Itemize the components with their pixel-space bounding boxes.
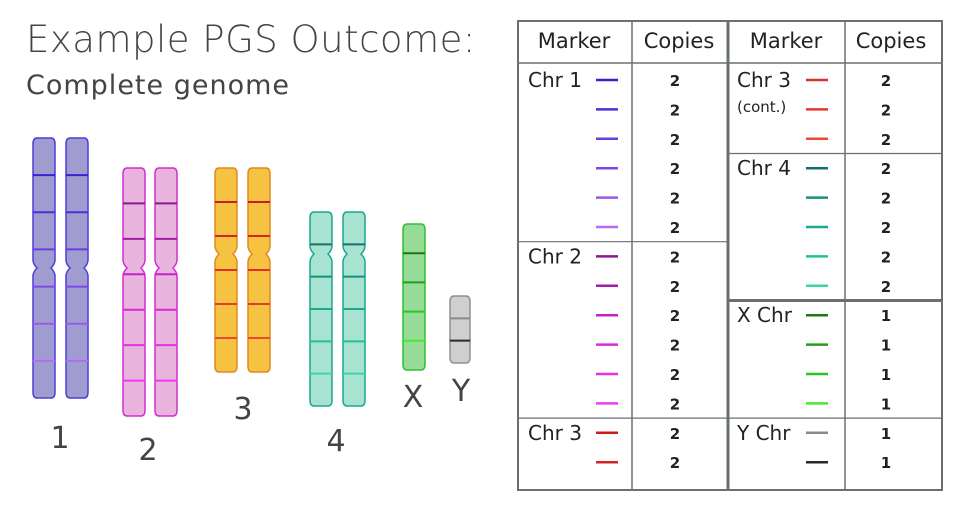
right-marker-copies: 2 <box>881 219 891 237</box>
right-marker-copies: 1 <box>881 307 891 325</box>
left-marker-copies: 2 <box>670 278 680 296</box>
chromosome-y-body <box>449 295 471 364</box>
right-marker-copies: 2 <box>881 72 891 90</box>
chromosome-y <box>449 295 471 364</box>
left-marker-copies: 2 <box>670 307 680 325</box>
right-marker-copies: 1 <box>881 425 891 443</box>
right-marker-copies: 2 <box>881 131 891 149</box>
page-title: Example PGS Outcome: <box>26 18 476 61</box>
right-marker-copies: 1 <box>881 395 891 413</box>
left-marker-copies: 2 <box>670 190 680 208</box>
chromosome-1a <box>32 137 56 399</box>
left-marker-copies: 2 <box>670 337 680 355</box>
chromosome-1a-body <box>32 137 56 399</box>
karyotype-label-3: 3 <box>233 392 252 427</box>
chromosome-4b <box>342 211 366 407</box>
left-header-copies: Copies <box>644 29 715 53</box>
right-group-label: Y Chr <box>736 421 791 445</box>
left-marker-copies: 2 <box>670 219 680 237</box>
left-marker-copies: 2 <box>670 395 680 413</box>
karyotype-label-2: 2 <box>138 433 157 468</box>
left-marker-copies: 2 <box>670 101 680 119</box>
karyotype-label-1: 1 <box>50 421 69 456</box>
page-subtitle: Complete genome <box>26 70 290 101</box>
chromosome-2a-body <box>122 167 146 417</box>
left-marker-copies: 2 <box>670 425 680 443</box>
right-marker-copies: 2 <box>881 101 891 119</box>
right-group-sublabel: (cont.) <box>737 98 786 116</box>
right-marker-copies: 2 <box>881 190 891 208</box>
right-marker-copies: 2 <box>881 160 891 178</box>
left-group-label: Chr 3 <box>528 421 582 445</box>
right-marker-copies: 1 <box>881 454 891 472</box>
karyotype-label-4: 4 <box>326 424 345 459</box>
right-marker-copies: 1 <box>881 337 891 355</box>
chromosome-2b-body <box>154 167 178 417</box>
table-body: Chr 1 2 2 2 2 2 2 Chr 2 2 2 2 2 2 2 Chr 3 2 2 Chr 3 (cont.… <box>518 68 942 472</box>
table-border <box>517 20 943 491</box>
chromosome-3b <box>247 167 271 373</box>
chromosome-3a <box>214 167 238 373</box>
chromosome-x <box>402 223 426 371</box>
right-marker-copies: 2 <box>881 278 891 296</box>
karyotype-label-x: X <box>403 380 424 415</box>
left-marker-copies: 2 <box>670 248 680 266</box>
right-marker-copies: 1 <box>881 366 891 384</box>
chromosome-2a <box>122 167 146 417</box>
left-group-label: Chr 1 <box>528 68 582 92</box>
left-marker-copies: 2 <box>670 454 680 472</box>
left-marker-copies: 2 <box>670 160 680 178</box>
right-header-marker: Marker <box>750 29 823 53</box>
left-marker-copies: 2 <box>670 72 680 90</box>
chromosome-x-body <box>402 223 426 371</box>
right-header-copies: Copies <box>856 29 927 53</box>
right-group-label: X Chr <box>737 303 793 327</box>
karyotype-diagram: 1 2 3 4 X Y <box>32 137 471 468</box>
right-marker-copies: 2 <box>881 248 891 266</box>
left-marker-copies: 2 <box>670 366 680 384</box>
chromosome-group <box>32 137 471 417</box>
right-group-label: Chr 4 <box>737 156 791 180</box>
chromosome-1b <box>65 137 89 399</box>
left-header-marker: Marker <box>538 29 611 53</box>
chromosome-4a <box>309 211 333 407</box>
left-group-label: Chr 2 <box>528 244 582 268</box>
left-marker-copies: 2 <box>670 131 680 149</box>
chromosome-2b <box>154 167 178 417</box>
right-group-label: Chr 3 <box>737 68 791 92</box>
karyotype-label-y: Y <box>451 374 471 409</box>
chromosome-1b-body <box>65 137 89 399</box>
